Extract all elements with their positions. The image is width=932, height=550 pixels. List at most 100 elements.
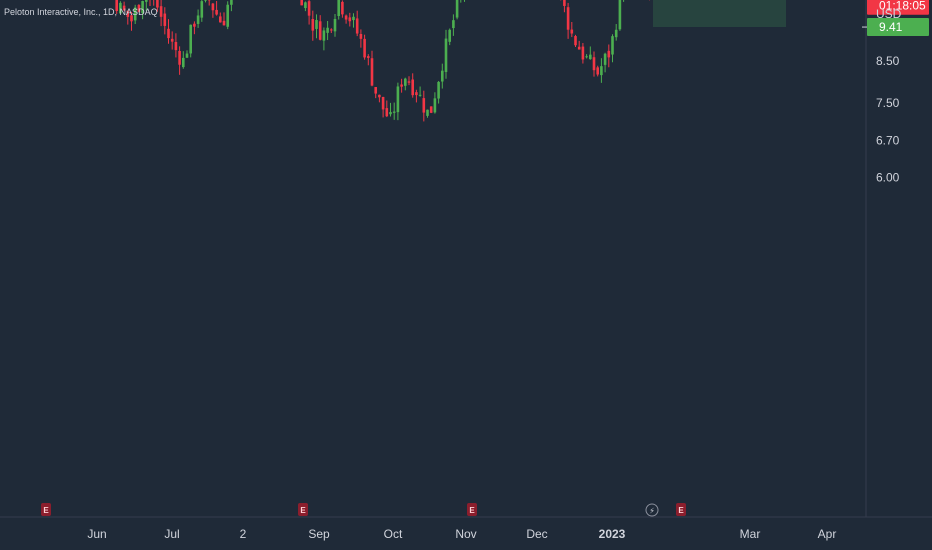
candle-body [215,9,218,15]
candle-body [182,57,185,68]
candle-body [455,0,459,18]
candle-body [596,67,599,75]
candle-body [163,13,167,26]
candle-body [381,96,385,110]
time-axis[interactable]: Jun Jul 2 Sep Oct Nov Dec 2023 Mar Apr [87,527,836,541]
candle-body [167,28,170,39]
candles-layer [115,0,650,122]
candle-body [300,0,303,6]
svg-text:E: E [43,506,49,515]
candle-body [570,29,574,34]
price-tick-label: 6.00 [876,171,900,185]
candle-body [585,56,588,58]
split-event-icon[interactable]: ⚡ [645,503,659,517]
candle-body [170,38,174,42]
earnings-event-icon[interactable]: E [676,503,686,516]
candle-body [407,81,411,83]
candle-body [618,0,622,30]
candle-body [592,57,596,71]
candle-body [322,30,326,41]
candle-body [370,58,374,86]
candle-body [385,108,389,117]
candle-body [122,5,126,11]
candle-body [189,24,192,54]
price-tick-label: 7.50 [876,96,900,110]
candle-body [392,111,396,113]
time-tick-label: 2 [240,527,247,541]
svg-text:E: E [300,506,306,515]
candle-body [452,20,455,29]
candle-body [422,98,426,113]
candle-body [178,50,181,65]
candle-body [367,56,370,58]
candle-body [418,94,422,96]
candle-body [315,20,318,29]
candle-body [344,15,348,20]
take-profit-zone[interactable] [653,0,786,28]
candle-body [448,29,451,42]
candle-body [185,53,189,58]
earnings-event-icon[interactable]: E [467,503,477,516]
candle-body [348,17,352,22]
time-tick-label: Mar [740,527,761,541]
candle-body [211,3,215,11]
candle-body [204,0,207,1]
candle-body [600,66,603,76]
symbol-label: Peloton Interactive, Inc., 1D, NASDAQ [4,7,158,17]
candle-body [222,20,226,26]
time-tick-label: Nov [455,527,476,541]
svg-text:⚡: ⚡ [649,507,655,516]
earnings-event-icon[interactable]: E [41,503,51,516]
svg-text:9.41: 9.41 [879,20,903,34]
candle-body [437,81,440,99]
candle-body [115,0,118,12]
candle-body [614,29,618,38]
candle-body [141,1,144,14]
candle-body [352,16,355,21]
earnings-event-icon[interactable]: E [298,503,308,516]
candle-body [611,36,614,55]
candle-body [196,15,200,24]
candle-body [156,0,159,8]
price-badges: 14.4112.9810.4901:18:059.41 [862,0,929,37]
time-tick-label: Jul [164,527,179,541]
candle-body [581,46,585,60]
price-axis[interactable]: 24.0020.0018.0016.0014.0012.008.507.506.… [876,0,906,185]
candle-body [374,87,377,94]
candle-body [333,18,337,32]
candle-body [159,6,163,17]
candle-body [174,42,178,51]
candle-body [330,29,333,31]
svg-text:01:18:05: 01:18:05 [879,0,926,13]
event-markers: E E E ⚡ E [41,503,686,517]
price-tick-label: 8.50 [876,54,900,68]
candle-body [130,15,133,22]
candle-body [444,38,448,72]
candle-body [137,4,141,12]
candle-body [433,98,437,113]
candle-body [326,27,329,33]
candle-body [219,16,222,23]
candle-body [355,18,359,34]
candle-body [563,0,566,6]
candle-body [603,53,607,65]
candle-body [226,4,229,27]
candle-body [126,10,130,17]
candle-body [359,34,363,39]
candle-body [426,109,429,116]
candle-body [378,94,381,98]
price-tick-label: 6.70 [876,134,900,148]
time-tick-label: Oct [384,527,403,541]
candle-body [400,84,403,87]
svg-text:E: E [469,506,475,515]
candle-body [577,46,581,50]
candle-body [607,50,611,58]
candle-body [304,2,307,9]
candle-body [200,1,204,18]
candle-body [193,23,196,27]
candle-body [574,36,577,46]
candle-body [133,7,137,21]
